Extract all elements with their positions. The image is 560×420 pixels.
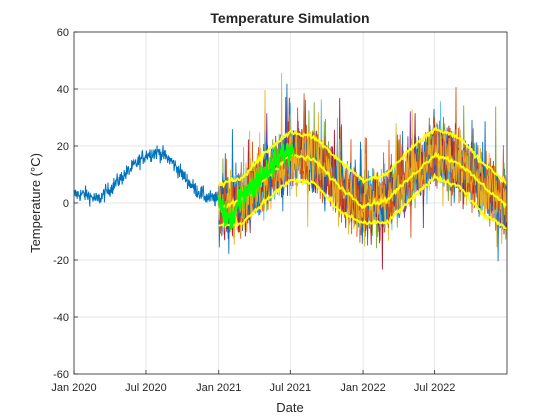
x-tick-label: Jan 2020 [51, 382, 96, 394]
x-tick-label: Jan 2021 [196, 382, 241, 394]
x-tick-label: Jul 2020 [125, 382, 167, 394]
x-tick-label: Jul 2021 [270, 382, 312, 394]
axis-ticks: Jan 2020 Jul 2020 Jan 2021 Jul 2021 Jan 2022… [51, 27, 455, 394]
series-layer [74, 72, 507, 270]
envelope-upper-line [217, 125, 507, 189]
observed-series-line [217, 143, 295, 230]
y-tick-label: -40 [53, 312, 69, 324]
y-tick-label: -60 [53, 369, 69, 381]
historical-series-line [74, 145, 219, 207]
x-tick-label: Jul 2022 [414, 382, 456, 394]
y-tick-label: 0 [63, 198, 69, 210]
y-tick-label: 20 [57, 141, 69, 153]
envelope-lower-line [218, 172, 507, 230]
x-tick-label: Jan 2022 [340, 382, 385, 394]
y-tick-label: 60 [57, 27, 69, 39]
envelope-mean-line [217, 151, 507, 211]
y-tick-label: -20 [53, 255, 69, 267]
y-axis-label: Temperature (°C) [28, 153, 43, 253]
x-axis-label: Date [276, 400, 303, 415]
y-tick-label: 40 [57, 84, 69, 96]
chart-title: Temperature Simulation [210, 10, 369, 26]
simulation-path [218, 72, 507, 247]
